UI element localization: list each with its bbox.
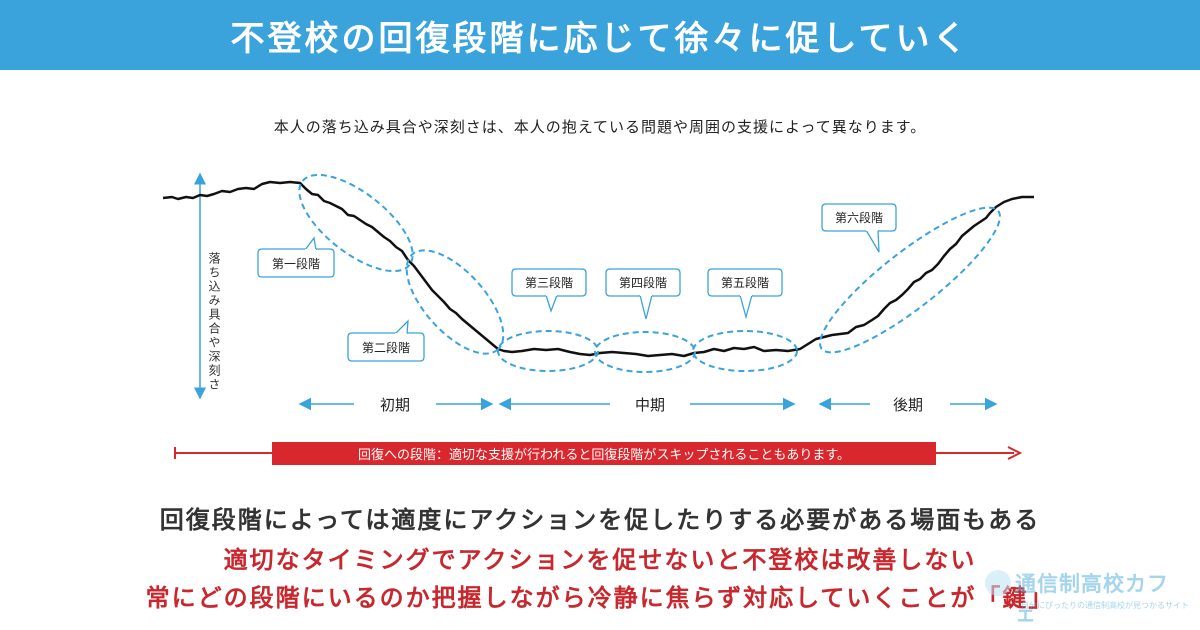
stage5-label: 第五段階: [707, 268, 783, 320]
stage2-ellipse: [405, 249, 505, 355]
stage4-label: 第四段階: [605, 268, 681, 320]
stage6-label: 第六段階: [821, 203, 897, 253]
recovery-note-text: 回復への段階：適切な支援が行われると回復段階がスキップされることもあります。: [358, 447, 850, 463]
watermark-title: 通信制高校カフェ: [1015, 572, 1169, 626]
title-banner: 不登校の回復段階に応じて徐々に促していく: [0, 0, 1200, 70]
stage-ellipses: [298, 173, 1001, 373]
stage5-text: 第五段階: [721, 275, 769, 290]
site-logo-icon: [985, 570, 1011, 596]
bottom-line-2: 適切なタイミングでアクションを促せないと不登校は改善しない: [223, 546, 977, 574]
stage5-ellipse: [692, 330, 798, 372]
stage6-ellipse: [819, 206, 1001, 354]
stage1-text: 第一段階: [272, 256, 320, 271]
stage6-text: 第六段階: [835, 210, 883, 225]
bottom-line-1: 回復段階によっては適度にアクションを促したりする必要がある場面もある: [159, 506, 1041, 534]
watermark-subtitle: 自分にぴったりの通信制高校が見つかるサイト: [1021, 601, 1189, 610]
bottom-line-3: 常にどの段階にいるのか把握しながら冷静に焦らず対応していくことが「鍵」: [145, 584, 1055, 612]
period-middle: 中期: [498, 396, 796, 414]
period-middle-text: 中期: [635, 396, 665, 414]
period-late-text: 後期: [893, 396, 923, 414]
page-title: 不登校の回復段階に応じて徐々に促していく: [230, 18, 970, 59]
stage3-label: 第三段階: [511, 268, 587, 314]
stage1-label: 第一段階: [257, 236, 335, 278]
stage3-ellipse: [497, 330, 599, 372]
stage4-text: 第四段階: [619, 275, 667, 290]
recovery-curve: [162, 180, 1034, 358]
period-early: 初期: [298, 396, 494, 414]
subtitle-text: 本人の落ち込み具合や深刻さは、本人の抱えている問題や周囲の支援によって異なります…: [273, 118, 927, 136]
stage2-label: 第二段階: [347, 319, 425, 362]
site-watermark: 通信制高校カフェ 自分にぴったりの通信制高校が見つかるサイト: [985, 564, 1189, 626]
stage4-ellipse: [594, 331, 696, 373]
stage3-text: 第三段階: [525, 275, 573, 290]
period-early-text: 初期: [380, 396, 410, 414]
stage1-ellipse: [298, 173, 414, 273]
recovery-arrow: 回復への段階：適切な支援が行われると回復段階がスキップされることもあります。: [174, 442, 1023, 465]
y-axis-label: 落ち込み具合や深刻さ: [207, 252, 221, 392]
period-late: 後期: [818, 396, 998, 414]
stage2-text: 第二段階: [362, 340, 410, 355]
